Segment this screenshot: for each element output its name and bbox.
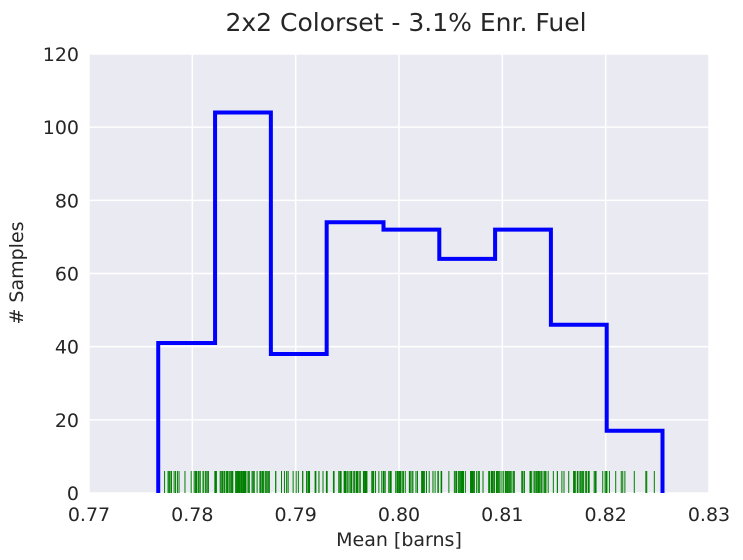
x-tick-label: 0.82 — [585, 504, 627, 526]
y-axis-label: # Samples — [6, 221, 28, 324]
rug-marks — [164, 471, 655, 493]
x-tick-label: 0.77 — [68, 504, 110, 526]
y-tick-label: 60 — [55, 264, 79, 286]
x-tick-labels: 0.77 0.78 0.79 0.80 0.81 0.82 0.83 — [68, 504, 730, 526]
y-tick-label: 80 — [55, 190, 79, 212]
x-tick-label: 0.80 — [378, 504, 420, 526]
y-tick-label: 100 — [43, 117, 79, 139]
y-tick-labels: 0 20 40 60 80 100 120 — [43, 44, 79, 505]
y-tick-label: 0 — [67, 483, 79, 505]
y-tick-label: 20 — [55, 410, 79, 432]
histogram-step-line — [156, 110, 665, 493]
y-tick-label: 40 — [55, 337, 79, 359]
x-axis-label: Mean [barns] — [336, 529, 462, 551]
chart-title: 2x2 Colorset - 3.1% Enr. Fuel — [225, 8, 586, 37]
x-tick-label: 0.79 — [275, 504, 317, 526]
x-tick-label: 0.78 — [171, 504, 213, 526]
x-tick-label: 0.83 — [688, 504, 730, 526]
y-tick-label: 120 — [43, 44, 79, 66]
x-tick-label: 0.81 — [481, 504, 523, 526]
